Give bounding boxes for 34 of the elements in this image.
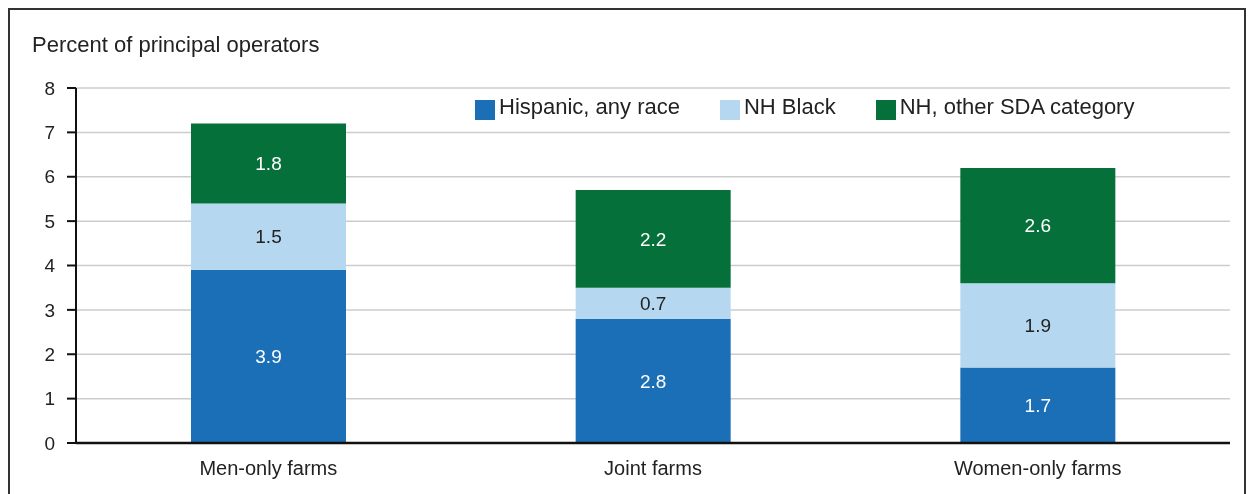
data-label: 2.6	[1024, 215, 1052, 237]
bar	[575, 318, 731, 443]
bar	[191, 269, 346, 443]
bar	[575, 190, 731, 288]
bar	[960, 367, 1116, 443]
data-label: 1.5	[255, 226, 282, 248]
data-label: 2.8	[639, 370, 667, 392]
legend-label: NH, other SDA category	[899, 94, 1135, 119]
data-label: 1.7	[1024, 395, 1052, 417]
x-tick-label: Joint farms	[604, 457, 702, 480]
y-axis-title: Percent of principal operators	[32, 32, 320, 57]
x-tick-label: Women-only farms	[953, 457, 1122, 480]
bar	[191, 123, 346, 204]
data-label: 1.8	[255, 153, 282, 175]
y-tick-label: 3	[44, 299, 55, 321]
y-tick-label: 8	[44, 77, 55, 99]
y-tick-label: 0	[44, 432, 55, 454]
y-tick-label: 2	[44, 343, 55, 365]
bar	[191, 203, 346, 270]
legend-label: Hispanic, any race	[499, 94, 680, 119]
y-tick-label: 7	[44, 122, 55, 144]
data-label: 3.9	[255, 346, 282, 368]
y-tick-label: 1	[44, 388, 55, 410]
data-label: 2.2	[639, 228, 667, 250]
y-tick-label: 6	[44, 166, 55, 188]
data-label: 1.9	[1024, 315, 1052, 337]
bar	[960, 167, 1116, 284]
x-tick-label: Men-only farms	[199, 457, 338, 480]
data-label: 0.7	[639, 292, 667, 314]
y-tick-label: 5	[44, 210, 55, 232]
y-tick-label: 4	[44, 255, 56, 277]
legend-label: NH Black	[743, 94, 836, 119]
bar	[575, 287, 731, 319]
bar	[960, 283, 1116, 368]
